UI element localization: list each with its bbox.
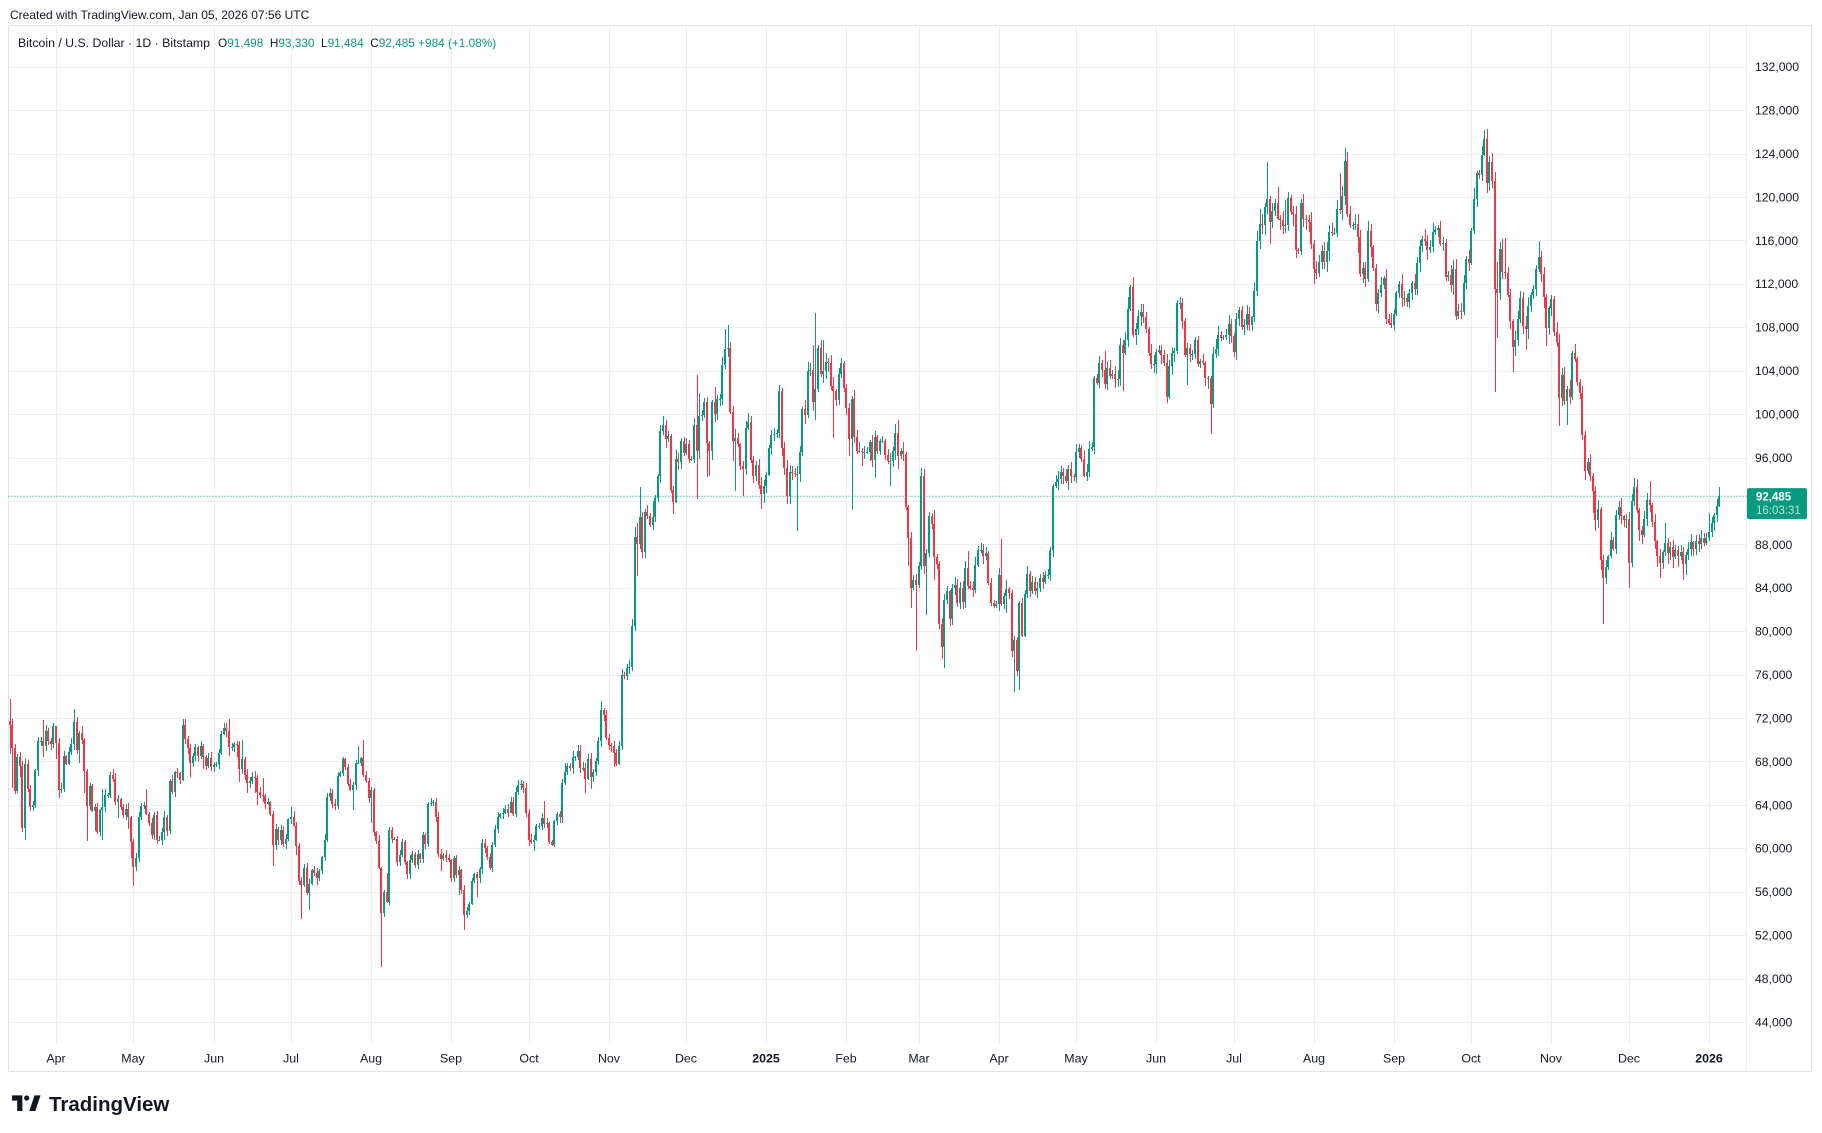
svg-text:120,000: 120,000: [1755, 190, 1799, 204]
svg-text:2025: 2025: [752, 1052, 780, 1066]
svg-text:72,000: 72,000: [1755, 712, 1792, 726]
svg-text:Aug: Aug: [360, 1052, 382, 1066]
svg-text:TradingView: TradingView: [49, 1093, 169, 1116]
svg-text:O91,498 H93,330 L91,484 C92: O91,498 H93,330 L91,484 C92,485 +984 (+1…: [218, 36, 496, 50]
svg-text:76,000: 76,000: [1755, 668, 1792, 682]
svg-text:108,000: 108,000: [1755, 321, 1799, 335]
svg-text:Jun: Jun: [204, 1052, 224, 1066]
svg-text:60,000: 60,000: [1755, 842, 1792, 856]
svg-text:64,000: 64,000: [1755, 798, 1792, 812]
svg-text:56,000: 56,000: [1755, 885, 1792, 899]
svg-text:Jun: Jun: [1146, 1052, 1166, 1066]
svg-text:Oct: Oct: [519, 1052, 539, 1066]
svg-text:Bitcoin / U.S. Dollar · 1D · B: Bitcoin / U.S. Dollar · 1D · Bitstamp: [18, 36, 210, 50]
svg-text:May: May: [1064, 1052, 1088, 1066]
svg-text:Apr: Apr: [46, 1052, 65, 1066]
svg-text:16:03:31: 16:03:31: [1756, 505, 1801, 517]
svg-text:Jul: Jul: [1226, 1052, 1242, 1066]
svg-text:Oct: Oct: [1461, 1052, 1481, 1066]
svg-text:Sep: Sep: [1383, 1052, 1405, 1066]
svg-text:2026: 2026: [1695, 1052, 1723, 1066]
svg-text:96,000: 96,000: [1755, 451, 1792, 465]
svg-text:44,000: 44,000: [1755, 1015, 1792, 1029]
svg-text:48,000: 48,000: [1755, 972, 1792, 986]
svg-text:132,000: 132,000: [1755, 60, 1799, 74]
svg-text:Apr: Apr: [989, 1052, 1008, 1066]
svg-text:84,000: 84,000: [1755, 581, 1792, 595]
svg-text:Jul: Jul: [283, 1052, 299, 1066]
svg-text:104,000: 104,000: [1755, 364, 1799, 378]
svg-text:Feb: Feb: [835, 1052, 856, 1066]
svg-text:Created with TradingView.com,: Created with TradingView.com, Jan 05, 20…: [10, 8, 310, 22]
svg-text:Nov: Nov: [1540, 1052, 1563, 1066]
svg-text:100,000: 100,000: [1755, 408, 1799, 422]
svg-text:Mar: Mar: [908, 1052, 929, 1066]
svg-text:Dec: Dec: [675, 1052, 697, 1066]
svg-text:116,000: 116,000: [1755, 234, 1798, 248]
svg-text:68,000: 68,000: [1755, 755, 1792, 769]
svg-text:80,000: 80,000: [1755, 625, 1792, 639]
svg-text:Sep: Sep: [440, 1052, 462, 1066]
svg-text:92,485: 92,485: [1756, 492, 1792, 504]
svg-text:128,000: 128,000: [1755, 104, 1799, 118]
svg-text:Nov: Nov: [598, 1052, 621, 1066]
svg-text:Dec: Dec: [1618, 1052, 1640, 1066]
svg-text:52,000: 52,000: [1755, 929, 1792, 943]
svg-text:112,000: 112,000: [1755, 277, 1798, 291]
svg-text:May: May: [121, 1052, 145, 1066]
svg-text:88,000: 88,000: [1755, 538, 1792, 552]
svg-text:Aug: Aug: [1303, 1052, 1325, 1066]
svg-text:124,000: 124,000: [1755, 147, 1799, 161]
